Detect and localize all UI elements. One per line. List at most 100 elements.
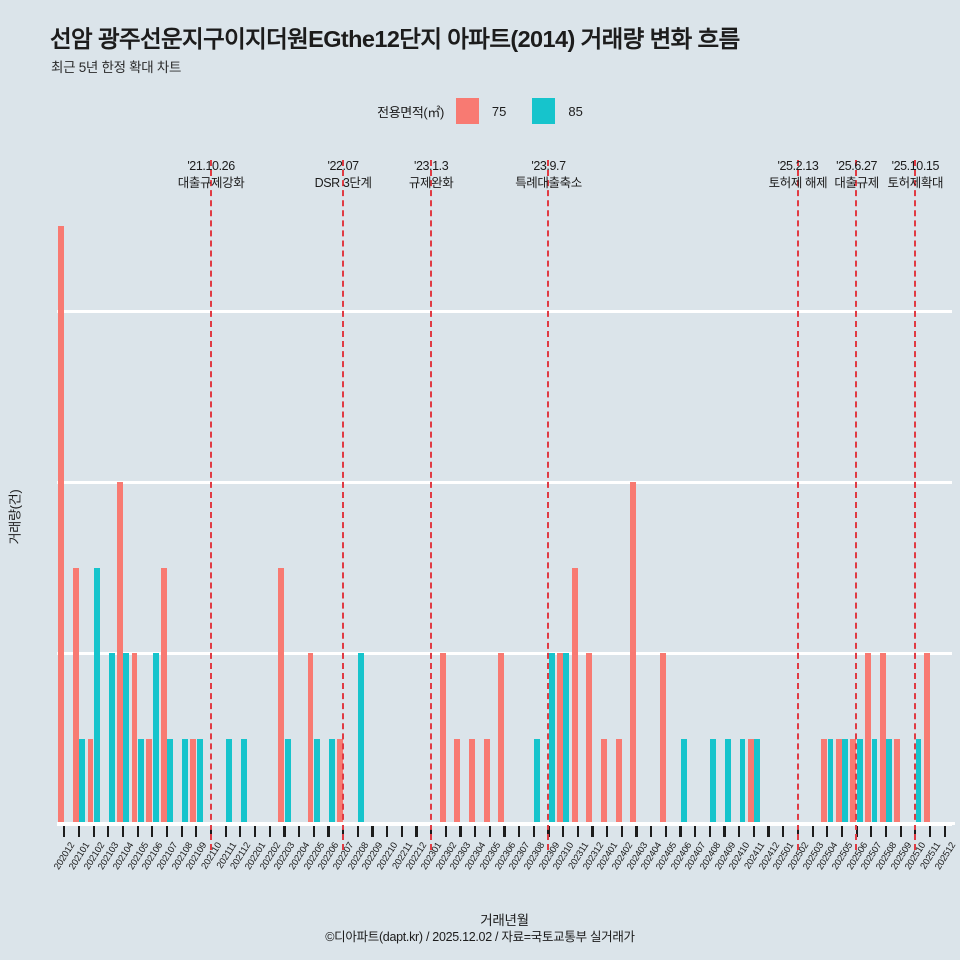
- event-desc: 대출규제강화: [177, 176, 245, 190]
- x-axis-label: 거래년월: [480, 913, 529, 928]
- bar-85-202308[interactable]: [534, 738, 540, 824]
- bar-85-202508[interactable]: [886, 738, 893, 824]
- bar-85-202107[interactable]: [167, 738, 174, 824]
- bar-75-202312[interactable]: [586, 653, 593, 824]
- x-tick: [679, 826, 682, 837]
- bar-85-202106[interactable]: [152, 653, 159, 824]
- event-desc: 규제완화: [408, 176, 454, 190]
- bar-75-202205[interactable]: [307, 653, 314, 824]
- event-date: '25.2.13: [777, 159, 819, 173]
- bar-75-202104[interactable]: [116, 482, 123, 824]
- bar-75-202306[interactable]: [498, 653, 505, 824]
- bar-75-202105[interactable]: [131, 653, 138, 824]
- plot-area: 거래량(건) 거래년월 0246202012202101202102202103…: [8, 159, 957, 928]
- chart-legend: 전용면적(㎡) 75 85: [0, 98, 960, 124]
- bar-75-202109[interactable]: [190, 738, 197, 824]
- bar-85-202507[interactable]: [871, 738, 878, 824]
- bar-85-202505[interactable]: [842, 738, 849, 824]
- bar-85-202406[interactable]: [680, 738, 687, 824]
- bar-75-202509[interactable]: [894, 738, 901, 824]
- bar-85-202109[interactable]: [196, 738, 203, 824]
- y-gridline: [57, 310, 952, 313]
- bar-85-202504[interactable]: [827, 738, 834, 824]
- x-tick: [136, 826, 139, 837]
- bar-75-202203[interactable]: [278, 567, 285, 824]
- bar-75-202311[interactable]: [571, 567, 578, 824]
- bar-75-202207[interactable]: [336, 738, 343, 824]
- bar-75-202401[interactable]: [601, 738, 607, 824]
- event-line-202510: [914, 160, 917, 850]
- bar-85-202102[interactable]: [93, 567, 100, 824]
- x-tick: [884, 826, 888, 837]
- bar-75-202405[interactable]: [659, 653, 666, 824]
- bar-85-202208[interactable]: [358, 653, 364, 824]
- page-subtitle: 최근 5년 한정 확대 차트: [51, 60, 182, 75]
- event-label-202510: '25.10.15 토허제확대: [888, 158, 944, 192]
- bar-85-202408[interactable]: [710, 738, 717, 824]
- x-tick: [415, 826, 418, 837]
- event-label-202506: '25.6.27 대출규제: [834, 158, 879, 192]
- bar-75-202507[interactable]: [865, 653, 871, 824]
- x-axis-baseline: [57, 822, 955, 825]
- bar-85-202205[interactable]: [314, 738, 320, 824]
- bar-85-202510[interactable]: [915, 738, 922, 824]
- bar-75-202305[interactable]: [483, 738, 490, 824]
- bar-85-202409[interactable]: [724, 738, 731, 824]
- bar-85-202108[interactable]: [182, 738, 188, 824]
- bar-75-202101[interactable]: [72, 567, 79, 824]
- x-tick: [518, 826, 521, 837]
- bar-75-202505[interactable]: [835, 738, 842, 824]
- bar-85-202309[interactable]: [548, 653, 555, 824]
- bar-85-202105[interactable]: [137, 738, 144, 824]
- bar-85-202203[interactable]: [284, 738, 291, 824]
- bar-75-202106[interactable]: [146, 738, 153, 824]
- x-tick: [503, 826, 506, 837]
- event-date: '25.6.27: [836, 159, 878, 173]
- bar-85-202506[interactable]: [856, 738, 863, 824]
- page-title: 선암 광주선운지구이지더원EGthe12단지 아파트(2014) 거래량 변화 …: [50, 26, 740, 52]
- bar-75-202107[interactable]: [160, 567, 167, 824]
- x-tick: [811, 826, 814, 837]
- event-label-202110: '21.10.26 대출규제강화: [178, 158, 245, 192]
- legend-swatch-85: [532, 98, 556, 124]
- bar-85-202103[interactable]: [108, 653, 115, 824]
- y-axis-label: 거래량(건): [7, 489, 23, 544]
- x-tick: [92, 826, 95, 837]
- bar-75-202411[interactable]: [747, 738, 754, 824]
- x-tick: [782, 826, 785, 837]
- event-desc: 특례대출축소: [515, 176, 582, 190]
- bar-75-202506[interactable]: [850, 738, 857, 824]
- bar-85-202410[interactable]: [739, 738, 746, 824]
- bar-75-202102[interactable]: [87, 738, 94, 824]
- x-tick: [165, 826, 169, 837]
- bar-85-202411[interactable]: [754, 738, 761, 824]
- x-tick: [767, 826, 770, 837]
- bar-75-202511[interactable]: [923, 653, 930, 824]
- bar-85-202310[interactable]: [563, 653, 570, 824]
- event-desc: 토허제확대: [887, 176, 944, 190]
- x-tick: [239, 826, 242, 837]
- bar-85-202206[interactable]: [328, 738, 335, 824]
- bar-75-202012[interactable]: [58, 226, 65, 824]
- bar-75-202403[interactable]: [630, 482, 637, 824]
- bar-85-202112[interactable]: [240, 738, 247, 824]
- event-line-202309: [547, 160, 550, 850]
- bar-75-202504[interactable]: [821, 738, 827, 824]
- bar-75-202310[interactable]: [557, 653, 563, 824]
- bar-75-202303[interactable]: [454, 738, 461, 824]
- event-label-202207: '22.07 DSR 3단계: [315, 158, 372, 192]
- bar-85-202101[interactable]: [79, 738, 86, 824]
- bar-85-202104[interactable]: [123, 653, 130, 824]
- bar-75-202508[interactable]: [879, 653, 886, 824]
- bar-75-202302[interactable]: [439, 653, 446, 824]
- bar-75-202402[interactable]: [615, 738, 622, 824]
- x-tick: [899, 826, 902, 837]
- event-date: '22.07: [327, 159, 359, 173]
- x-tick: [928, 826, 932, 837]
- y-gridline: [57, 651, 952, 655]
- x-tick: [562, 826, 565, 837]
- bar-85-202111[interactable]: [226, 738, 232, 824]
- bar-75-202304[interactable]: [468, 738, 475, 824]
- x-tick: [195, 826, 198, 837]
- x-tick: [253, 826, 257, 837]
